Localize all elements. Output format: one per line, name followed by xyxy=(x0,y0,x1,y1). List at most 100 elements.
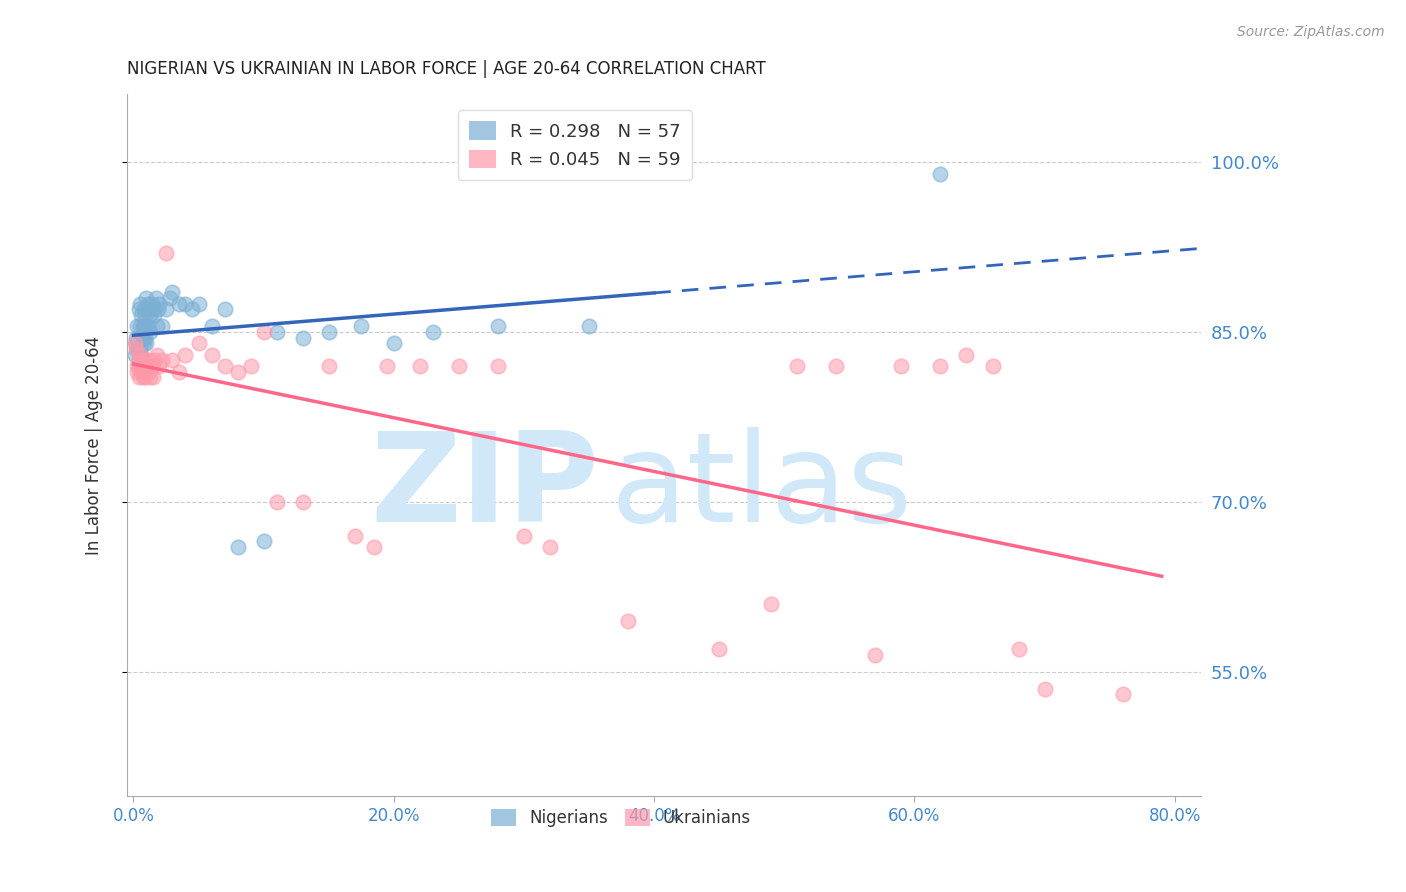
Text: atlas: atlas xyxy=(610,427,912,548)
Point xyxy=(825,359,848,373)
Point xyxy=(167,365,190,379)
Point xyxy=(226,540,249,554)
Point xyxy=(350,319,373,334)
Point xyxy=(318,325,340,339)
Point xyxy=(131,319,153,334)
Point xyxy=(214,302,236,317)
Point xyxy=(187,336,209,351)
Point xyxy=(129,308,152,322)
Point xyxy=(131,359,153,373)
Point xyxy=(409,359,432,373)
Point xyxy=(143,353,166,368)
Point xyxy=(929,359,952,373)
Point xyxy=(128,359,150,373)
Point xyxy=(134,308,156,322)
Point xyxy=(138,302,160,317)
Point xyxy=(125,331,148,345)
Point xyxy=(786,359,808,373)
Point xyxy=(159,291,181,305)
Point xyxy=(143,308,166,322)
Point xyxy=(134,331,156,345)
Point xyxy=(162,285,184,300)
Point xyxy=(127,319,149,334)
Point xyxy=(141,297,163,311)
Legend: Nigerians, Ukrainians: Nigerians, Ukrainians xyxy=(484,802,758,833)
Point xyxy=(513,529,536,543)
Point xyxy=(132,319,155,334)
Point xyxy=(382,336,405,351)
Point xyxy=(135,319,157,334)
Point xyxy=(127,342,149,356)
Point xyxy=(129,353,152,368)
Point xyxy=(129,319,152,334)
Point xyxy=(125,342,148,356)
Point xyxy=(132,365,155,379)
Point xyxy=(200,319,222,334)
Point xyxy=(447,359,470,373)
Point xyxy=(266,325,288,339)
Point xyxy=(1112,687,1135,701)
Point xyxy=(136,353,159,368)
Point xyxy=(134,370,156,384)
Point xyxy=(181,302,204,317)
Point xyxy=(136,319,159,334)
Point xyxy=(135,336,157,351)
Point xyxy=(617,614,640,628)
Y-axis label: In Labor Force | Age 20-64: In Labor Force | Age 20-64 xyxy=(86,335,103,555)
Point xyxy=(139,370,162,384)
Point xyxy=(174,297,197,311)
Point xyxy=(955,348,977,362)
Point xyxy=(266,495,288,509)
Text: Source: ZipAtlas.com: Source: ZipAtlas.com xyxy=(1237,25,1385,39)
Point xyxy=(375,359,398,373)
Point xyxy=(129,359,152,373)
Point xyxy=(363,540,385,554)
Point xyxy=(214,359,236,373)
Point xyxy=(142,302,165,317)
Point xyxy=(150,353,173,368)
Point xyxy=(131,370,153,384)
Point xyxy=(155,245,177,260)
Point xyxy=(155,302,177,317)
Point xyxy=(486,359,509,373)
Point xyxy=(146,319,169,334)
Point xyxy=(252,534,274,549)
Point xyxy=(127,365,149,379)
Point xyxy=(291,495,314,509)
Point xyxy=(129,297,152,311)
Point xyxy=(929,167,952,181)
Point xyxy=(141,359,163,373)
Point xyxy=(148,297,170,311)
Point xyxy=(578,319,600,334)
Point xyxy=(135,291,157,305)
Point xyxy=(145,291,167,305)
Point xyxy=(486,319,509,334)
Point xyxy=(132,336,155,351)
Point xyxy=(129,342,152,356)
Point xyxy=(538,540,561,554)
Point xyxy=(318,359,340,373)
Text: ZIP: ZIP xyxy=(371,427,599,548)
Point xyxy=(200,348,222,362)
Point xyxy=(136,297,159,311)
Point xyxy=(129,348,152,362)
Point xyxy=(142,370,165,384)
Point xyxy=(187,297,209,311)
Point xyxy=(139,308,162,322)
Point xyxy=(981,359,1004,373)
Point xyxy=(138,365,160,379)
Text: NIGERIAN VS UKRAINIAN IN LABOR FORCE | AGE 20-64 CORRELATION CHART: NIGERIAN VS UKRAINIAN IN LABOR FORCE | A… xyxy=(127,60,766,78)
Point xyxy=(132,302,155,317)
Point xyxy=(890,359,912,373)
Point xyxy=(1007,642,1029,657)
Point xyxy=(125,336,148,351)
Point xyxy=(1033,681,1056,696)
Point xyxy=(128,302,150,317)
Point xyxy=(709,642,731,657)
Point xyxy=(252,325,274,339)
Point xyxy=(128,370,150,384)
Point xyxy=(865,648,887,662)
Point xyxy=(291,331,314,345)
Point xyxy=(146,302,169,317)
Point xyxy=(226,365,249,379)
